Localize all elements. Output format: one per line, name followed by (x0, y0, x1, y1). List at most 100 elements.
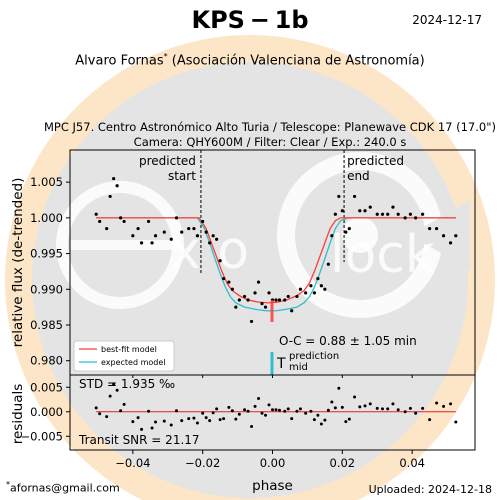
residual-point (218, 418, 222, 422)
data-point (441, 234, 446, 238)
residual-point (180, 419, 184, 423)
xtick-label: 0.04 (399, 456, 425, 470)
data-point (263, 305, 268, 309)
residual-point (290, 417, 294, 421)
xlabel: phase (252, 478, 293, 494)
residual-point (442, 404, 446, 408)
residual-point (326, 408, 330, 412)
tmid-subscript: mid (289, 362, 308, 373)
residual-point (337, 386, 341, 390)
data-point (290, 309, 294, 313)
data-point (260, 301, 264, 306)
residual-point (277, 408, 281, 412)
data-point (227, 280, 231, 284)
data-point (454, 234, 458, 238)
residual-point (347, 417, 351, 421)
data-point (253, 291, 257, 295)
watermark-c-dot (342, 217, 378, 253)
snr-text: Transit SNR = 21.17 (78, 433, 200, 447)
residual-point (316, 413, 320, 417)
data-point (298, 287, 303, 291)
residual-point (147, 409, 151, 413)
data-point (237, 298, 241, 302)
residual-point (119, 409, 123, 413)
watermark-lock-letters: lock (330, 225, 435, 285)
residual-point (257, 397, 261, 401)
residual-point (154, 420, 158, 424)
data-point (215, 237, 219, 241)
main-ytick-label: 1.000 (30, 211, 63, 225)
residual-point (403, 410, 407, 414)
residual-point (391, 402, 395, 406)
observation-info-line2: Camera: QHY600M / Filter: Clear / Exp.: … (133, 135, 407, 149)
data-point (375, 212, 379, 216)
data-point (249, 319, 254, 324)
residual-point (319, 422, 323, 426)
data-point (309, 284, 313, 288)
residual-point (283, 409, 287, 413)
residual-point (380, 407, 384, 411)
observation-info-line1: MPC J57. Centro Astronómico Alto Turia /… (44, 120, 496, 134)
residual-point (211, 411, 215, 415)
residual-point (250, 424, 254, 428)
residual-point (267, 403, 271, 407)
data-point (295, 294, 299, 299)
residual-point (344, 420, 348, 424)
main-ytick-label: 0.980 (30, 354, 63, 368)
residual-point (208, 419, 212, 423)
residual-point (234, 417, 238, 421)
residual-point (215, 407, 219, 411)
data-point (112, 176, 116, 181)
residual-point (386, 407, 390, 411)
residual-point (428, 418, 432, 422)
data-point (246, 298, 250, 302)
data-point (304, 291, 308, 295)
data-point (340, 209, 344, 213)
tmid-superscript: prediction (289, 351, 339, 362)
residual-point (295, 409, 299, 413)
data-point (115, 184, 119, 188)
residual-point (435, 401, 439, 405)
residual-point (304, 411, 308, 415)
residual-point (396, 408, 400, 412)
data-point (267, 291, 271, 295)
residual-point (375, 406, 379, 410)
data-point (204, 230, 208, 234)
residual-point (187, 417, 191, 421)
legend-bestfit-label: best-fit model (101, 345, 157, 354)
data-point (344, 230, 348, 234)
data-point (122, 219, 126, 224)
residual-point (222, 417, 226, 421)
data-point (208, 241, 212, 245)
residual-point (169, 423, 173, 427)
data-point (98, 219, 102, 224)
data-point (414, 216, 418, 220)
main-ytick-label: 0.995 (30, 247, 63, 261)
residual-point (94, 406, 98, 410)
residual-point (340, 405, 344, 409)
data-point (448, 241, 453, 245)
data-point (277, 298, 282, 302)
residual-point (449, 402, 453, 406)
data-point (386, 212, 390, 216)
data-point (326, 262, 330, 266)
data-point (274, 298, 278, 302)
author-name: Alvaro Fornas (75, 53, 164, 69)
residual-point (195, 421, 199, 425)
data-point (363, 209, 367, 213)
predicted-end-label: predicted (347, 154, 404, 168)
residual-point (414, 411, 418, 415)
data-point (222, 276, 226, 281)
residual-point (421, 406, 425, 410)
data-point (234, 305, 238, 309)
predicted-start-sublabel: start (168, 169, 196, 183)
oc-bestfit-bar (270, 300, 274, 322)
data-point (391, 205, 395, 209)
residual-point (115, 388, 119, 392)
main-ytick-label: 0.990 (30, 282, 63, 296)
data-point (434, 226, 439, 231)
data-point (174, 216, 179, 220)
data-point (380, 212, 385, 216)
